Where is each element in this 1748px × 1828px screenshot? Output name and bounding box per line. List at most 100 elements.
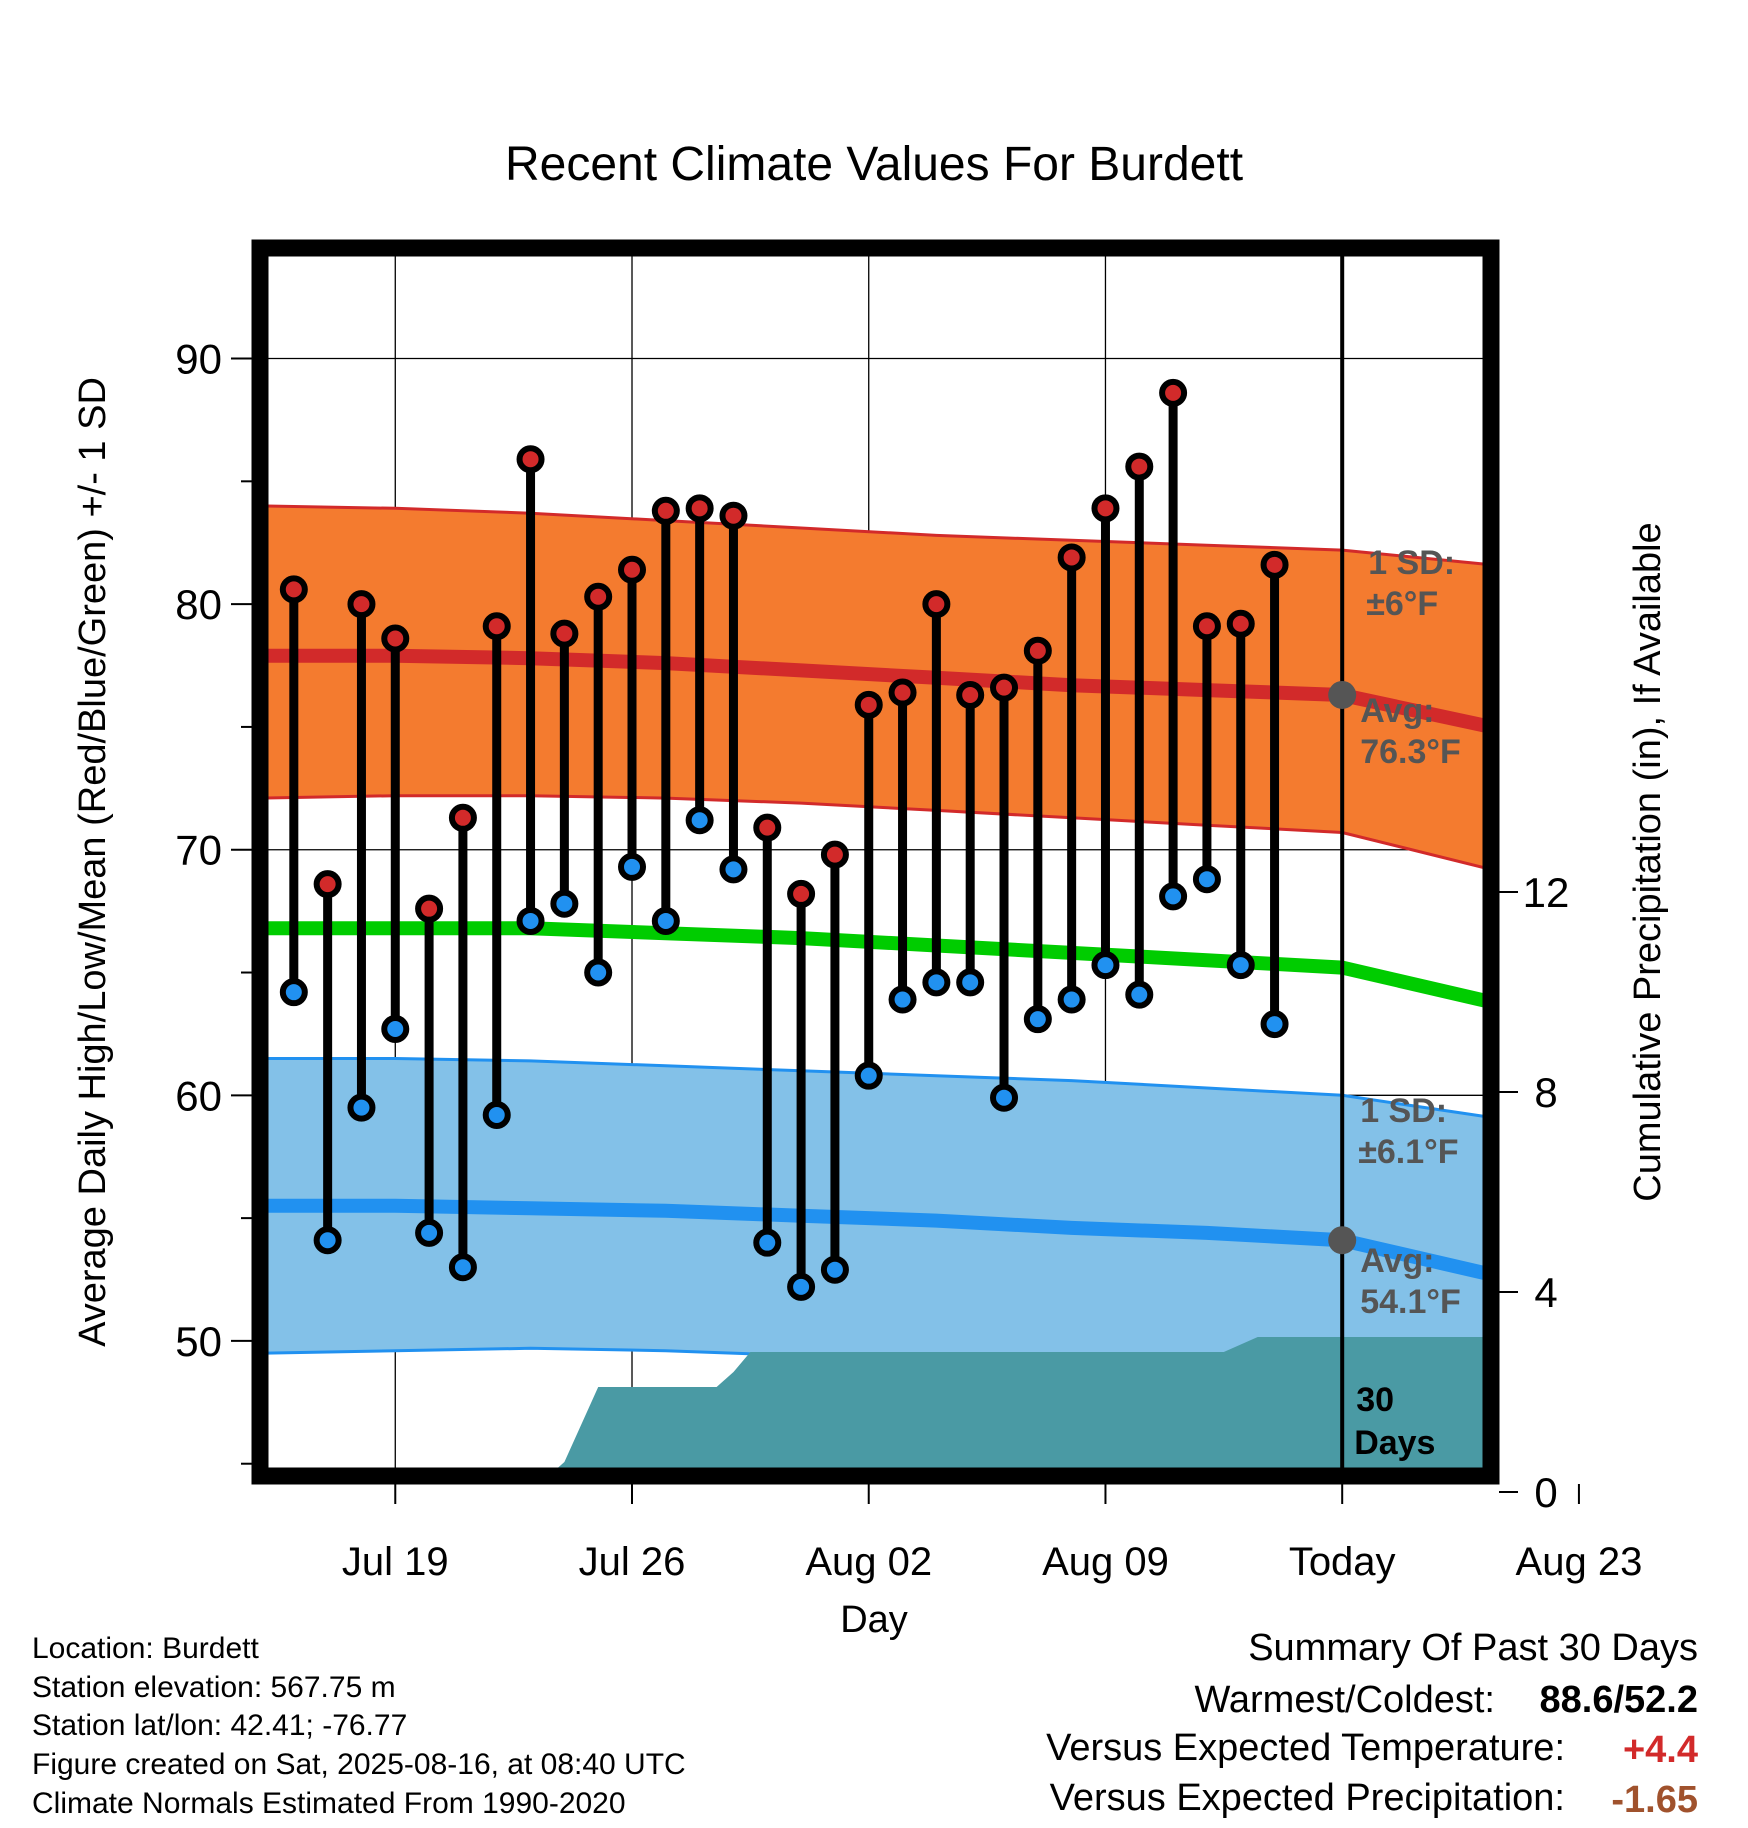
temp-versus-value: +4.4 (1623, 1729, 1698, 1771)
normal-mean-line (260, 921, 1491, 1009)
daily-low-point (584, 958, 613, 987)
y2-tick-label: 4 (1534, 1269, 1557, 1316)
daily-high-point (415, 894, 444, 923)
daily-low-point (482, 1100, 511, 1129)
daily-low-point (1159, 882, 1188, 911)
daily-high-point (1023, 636, 1052, 665)
y-tick-label: 80 (175, 581, 222, 628)
daily-high-point (279, 575, 308, 604)
precipitation-area (260, 1337, 1491, 1476)
x-tick-label: Aug 02 (805, 1540, 932, 1584)
daily-high-point (956, 680, 985, 709)
precip-cumulative-area (260, 1337, 1491, 1476)
daily-low-point (685, 806, 714, 835)
x-tick-label: Today (1289, 1540, 1396, 1584)
y2-tick-label: 8 (1534, 1069, 1557, 1116)
y-axis-right: 0 4 8 12 (1499, 869, 1569, 1516)
daily-high-point (922, 590, 951, 619)
created-text: Figure created on Sat, 2025-08-16, at 08… (32, 1748, 686, 1781)
normals-text: Climate Normals Estimated From 1990-2020 (32, 1787, 626, 1820)
y2-tick-label: 12 (1523, 869, 1570, 916)
daily-high-point (1192, 612, 1221, 641)
y-tick-label: 90 (175, 336, 222, 383)
high-sd-label: 1 SD: (1368, 544, 1455, 582)
daily-high-point (685, 494, 714, 523)
precip-versus-value: -1.65 (1611, 1779, 1698, 1821)
low-avg-label: Avg: (1360, 1242, 1434, 1280)
daily-low-point (1125, 980, 1154, 1009)
days-label-word: Days (1354, 1424, 1435, 1462)
x-tick-label: Aug 23 (1516, 1540, 1643, 1584)
precip-versus-label: Versus Expected Precipitation: (1050, 1777, 1565, 1819)
daily-low-point (550, 889, 579, 918)
y-axis-label: Average Daily High/Low/Mean (Red/Blue/Gr… (72, 377, 114, 1347)
daily-high-point (482, 612, 511, 641)
y-tick-label: 60 (175, 1072, 222, 1119)
summary-heading: Summary Of Past 30 Days (1248, 1627, 1698, 1669)
y2-tick-label: 0 (1534, 1469, 1557, 1516)
daily-low-point (990, 1083, 1019, 1112)
x-tick-label: Jul 26 (579, 1540, 686, 1584)
daily-high-point (347, 590, 376, 619)
daily-high-point (719, 501, 748, 530)
daily-high-point (990, 673, 1019, 702)
daily-high-point (550, 619, 579, 648)
daily-low-point (415, 1218, 444, 1247)
daily-high-point (584, 582, 613, 611)
daily-low-point (753, 1228, 782, 1257)
daily-high-point (820, 840, 849, 869)
daily-low-point (1226, 951, 1255, 980)
x-tick-label: Aug 09 (1042, 1540, 1169, 1584)
today-normal-low-marker (1328, 1226, 1357, 1255)
daily-low-point (820, 1255, 849, 1284)
summary-panel: Summary Of Past 30 Days Warmest/Coldest:… (1046, 1627, 1698, 1821)
daily-low-point (1192, 865, 1221, 894)
daily-high-point (618, 555, 647, 584)
normal-annotations: 1 SD: ±6°F Avg: 76.3°F 1 SD: ±6.1°F Avg:… (1328, 544, 1461, 1462)
daily-low-point (516, 906, 545, 935)
x-tick-label: Jul 19 (342, 1540, 449, 1584)
high-avg-label: Avg: (1360, 692, 1434, 730)
daily-low-point (956, 968, 985, 997)
elevation-text: Station elevation: 567.75 m (32, 1671, 396, 1704)
low-avg-value: 54.1°F (1360, 1283, 1461, 1321)
daily-high-point (1260, 550, 1289, 579)
daily-low-point (448, 1253, 477, 1282)
daily-low-point (888, 985, 917, 1014)
daily-high-point (787, 879, 816, 908)
y2-axis-label: Cumulative Precipitation (in), If Availa… (1627, 522, 1669, 1201)
daily-low-point (922, 968, 951, 997)
daily-low-point (787, 1272, 816, 1301)
x-axis-label: Day (840, 1599, 908, 1641)
daily-high-point (651, 496, 680, 525)
daily-high-point (1159, 378, 1188, 407)
y-tick-label: 70 (175, 827, 222, 874)
y-axis-left: 50 60 70 80 90 (175, 336, 252, 1465)
station-info: Location: Burdett Station elevation: 567… (32, 1632, 686, 1820)
daily-low-point (1091, 951, 1120, 980)
daily-high-point (381, 624, 410, 653)
location-text: Location: Burdett (32, 1632, 259, 1665)
daily-low-point (1023, 1005, 1052, 1034)
warmest-coldest-label: Warmest/Coldest: (1194, 1679, 1495, 1721)
chart-title: Recent Climate Values For Burdett (505, 138, 1243, 191)
daily-high-point (448, 803, 477, 832)
high-sd-value: ±6°F (1366, 585, 1438, 623)
plot-frame (251, 239, 1500, 1485)
daily-low-point (381, 1015, 410, 1044)
daily-high-point (1057, 543, 1086, 572)
low-sd-value: ±6.1°F (1358, 1133, 1458, 1171)
daily-high-point (1226, 609, 1255, 638)
daily-low-point (347, 1093, 376, 1122)
daily-low-point (1057, 985, 1086, 1014)
high-avg-value: 76.3°F (1360, 733, 1461, 771)
daily-low-point (279, 978, 308, 1007)
low-sd-label: 1 SD: (1360, 1092, 1447, 1130)
daily-high-point (854, 690, 883, 719)
temp-versus-label: Versus Expected Temperature: (1046, 1727, 1565, 1769)
daily-high-point (888, 678, 917, 707)
daily-low-point (313, 1226, 342, 1255)
latlon-text: Station lat/lon: 42.41; -76.77 (32, 1709, 407, 1742)
daily-high-point (313, 870, 342, 899)
